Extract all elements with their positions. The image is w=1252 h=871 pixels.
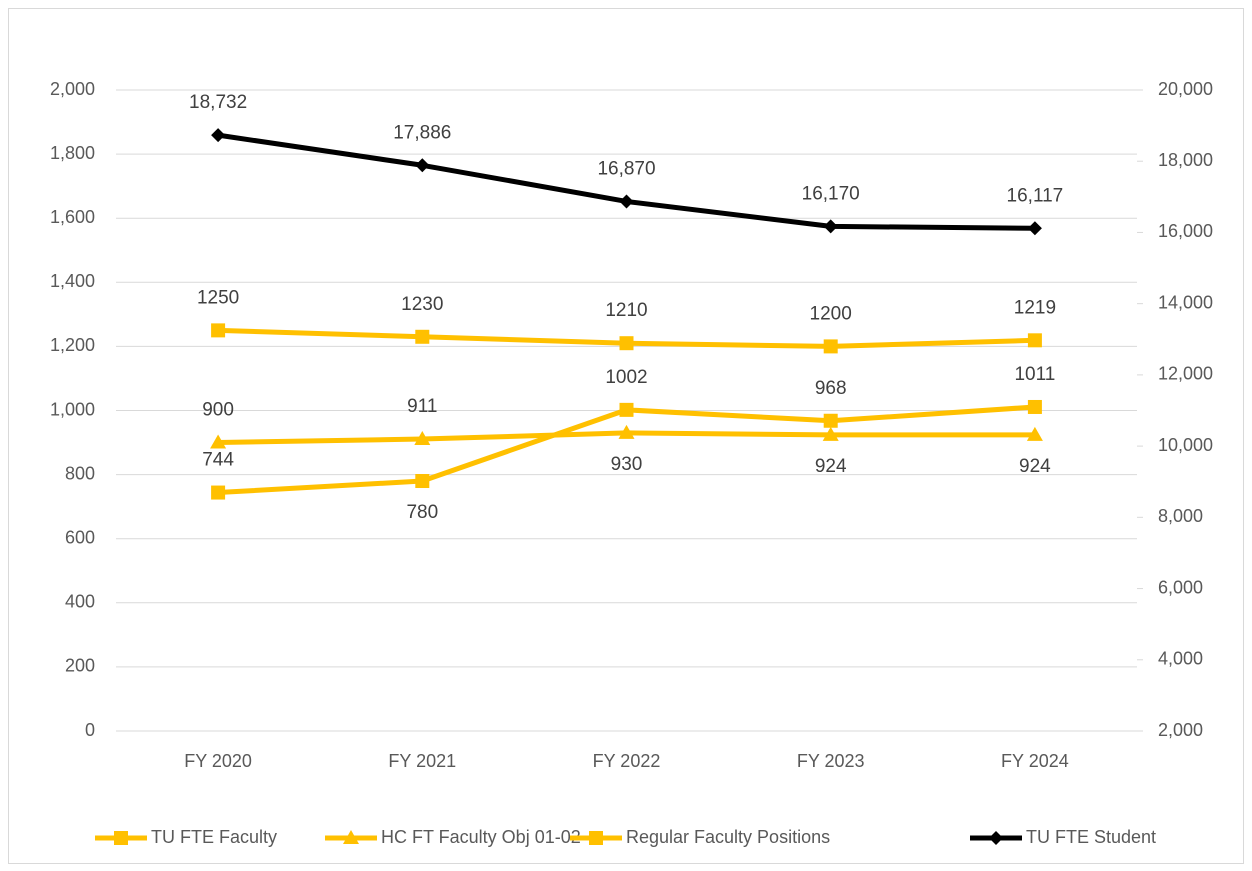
y-tick-label: 2,000 — [50, 79, 95, 99]
y-tick-label: 1,800 — [50, 143, 95, 163]
legend-marker — [589, 831, 603, 845]
data-label: 1011 — [1014, 364, 1055, 385]
data-label: 744 — [202, 450, 234, 471]
data-point — [619, 336, 634, 351]
data-label: 930 — [611, 454, 643, 475]
data-point — [211, 128, 226, 143]
legend-marker — [114, 831, 128, 845]
y2-tick-label: 12,000 — [1158, 364, 1213, 384]
y-tick-label: 400 — [65, 592, 95, 612]
legend-label: TU FTE Student — [1026, 827, 1156, 847]
data-label: 1200 — [810, 303, 852, 324]
x-tick-label: FY 2021 — [388, 751, 456, 771]
data-label: 911 — [407, 396, 437, 417]
data-label: 900 — [202, 400, 234, 421]
y-tick-label: 600 — [65, 527, 95, 547]
data-label: 16,117 — [1007, 185, 1064, 206]
y-tick-label: 800 — [65, 463, 95, 483]
data-label: 1250 — [197, 287, 239, 308]
y-tick-label: 1,200 — [50, 335, 95, 355]
data-label: 968 — [815, 378, 847, 399]
data-label: 16,170 — [802, 183, 860, 204]
data-point — [822, 426, 839, 441]
data-point — [619, 194, 634, 209]
data-label: 17,886 — [393, 122, 451, 143]
data-point — [1027, 333, 1042, 348]
data-label: 18,732 — [189, 92, 247, 113]
data-label: 1219 — [1014, 297, 1056, 318]
y2-tick-label: 6,000 — [1158, 577, 1203, 597]
y2-tick-label: 16,000 — [1158, 221, 1213, 241]
data-point — [1027, 221, 1042, 236]
y-tick-label: 1,400 — [50, 271, 95, 291]
x-tick-label: FY 2023 — [797, 751, 865, 771]
data-label: 16,870 — [597, 158, 655, 179]
y2-tick-label: 4,000 — [1158, 649, 1203, 669]
x-tick-label: FY 2020 — [184, 751, 252, 771]
data-point — [415, 474, 430, 489]
legend-label: HC FT Faculty Obj 01-02 — [381, 827, 581, 847]
y-tick-label: 200 — [65, 656, 95, 676]
legend-marker — [989, 831, 1003, 845]
data-point — [619, 402, 634, 417]
data-point — [415, 158, 430, 173]
data-label: 924 — [1019, 456, 1051, 477]
y2-tick-label: 2,000 — [1158, 720, 1203, 740]
data-label: 924 — [815, 456, 847, 477]
data-point — [211, 323, 226, 338]
legend-marker — [343, 830, 359, 844]
data-point — [1027, 399, 1042, 414]
x-tick-label: FY 2024 — [1001, 751, 1069, 771]
y2-tick-label: 8,000 — [1158, 506, 1203, 526]
data-point — [823, 413, 838, 428]
data-point — [415, 329, 430, 344]
data-point — [414, 431, 431, 446]
data-point — [210, 434, 227, 449]
data-label: 1230 — [401, 294, 443, 315]
legend-label: Regular Faculty Positions — [626, 827, 830, 847]
data-label: 1002 — [605, 367, 647, 388]
y2-tick-label: 14,000 — [1158, 292, 1213, 312]
data-point — [823, 219, 838, 234]
data-label: 780 — [406, 502, 438, 523]
y-tick-label: 0 — [85, 720, 95, 740]
y2-tick-label: 18,000 — [1158, 150, 1213, 170]
y-tick-label: 1,000 — [50, 399, 95, 419]
data-point — [211, 485, 226, 500]
x-tick-label: FY 2022 — [593, 751, 661, 771]
data-point — [1026, 426, 1043, 441]
data-point — [823, 339, 838, 354]
y-tick-label: 1,600 — [50, 207, 95, 227]
data-point — [618, 424, 635, 439]
legend-label: TU FTE Faculty — [151, 827, 277, 847]
y2-tick-label: 10,000 — [1158, 435, 1213, 455]
data-label: 1210 — [605, 300, 647, 321]
y2-tick-label: 20,000 — [1158, 79, 1213, 99]
